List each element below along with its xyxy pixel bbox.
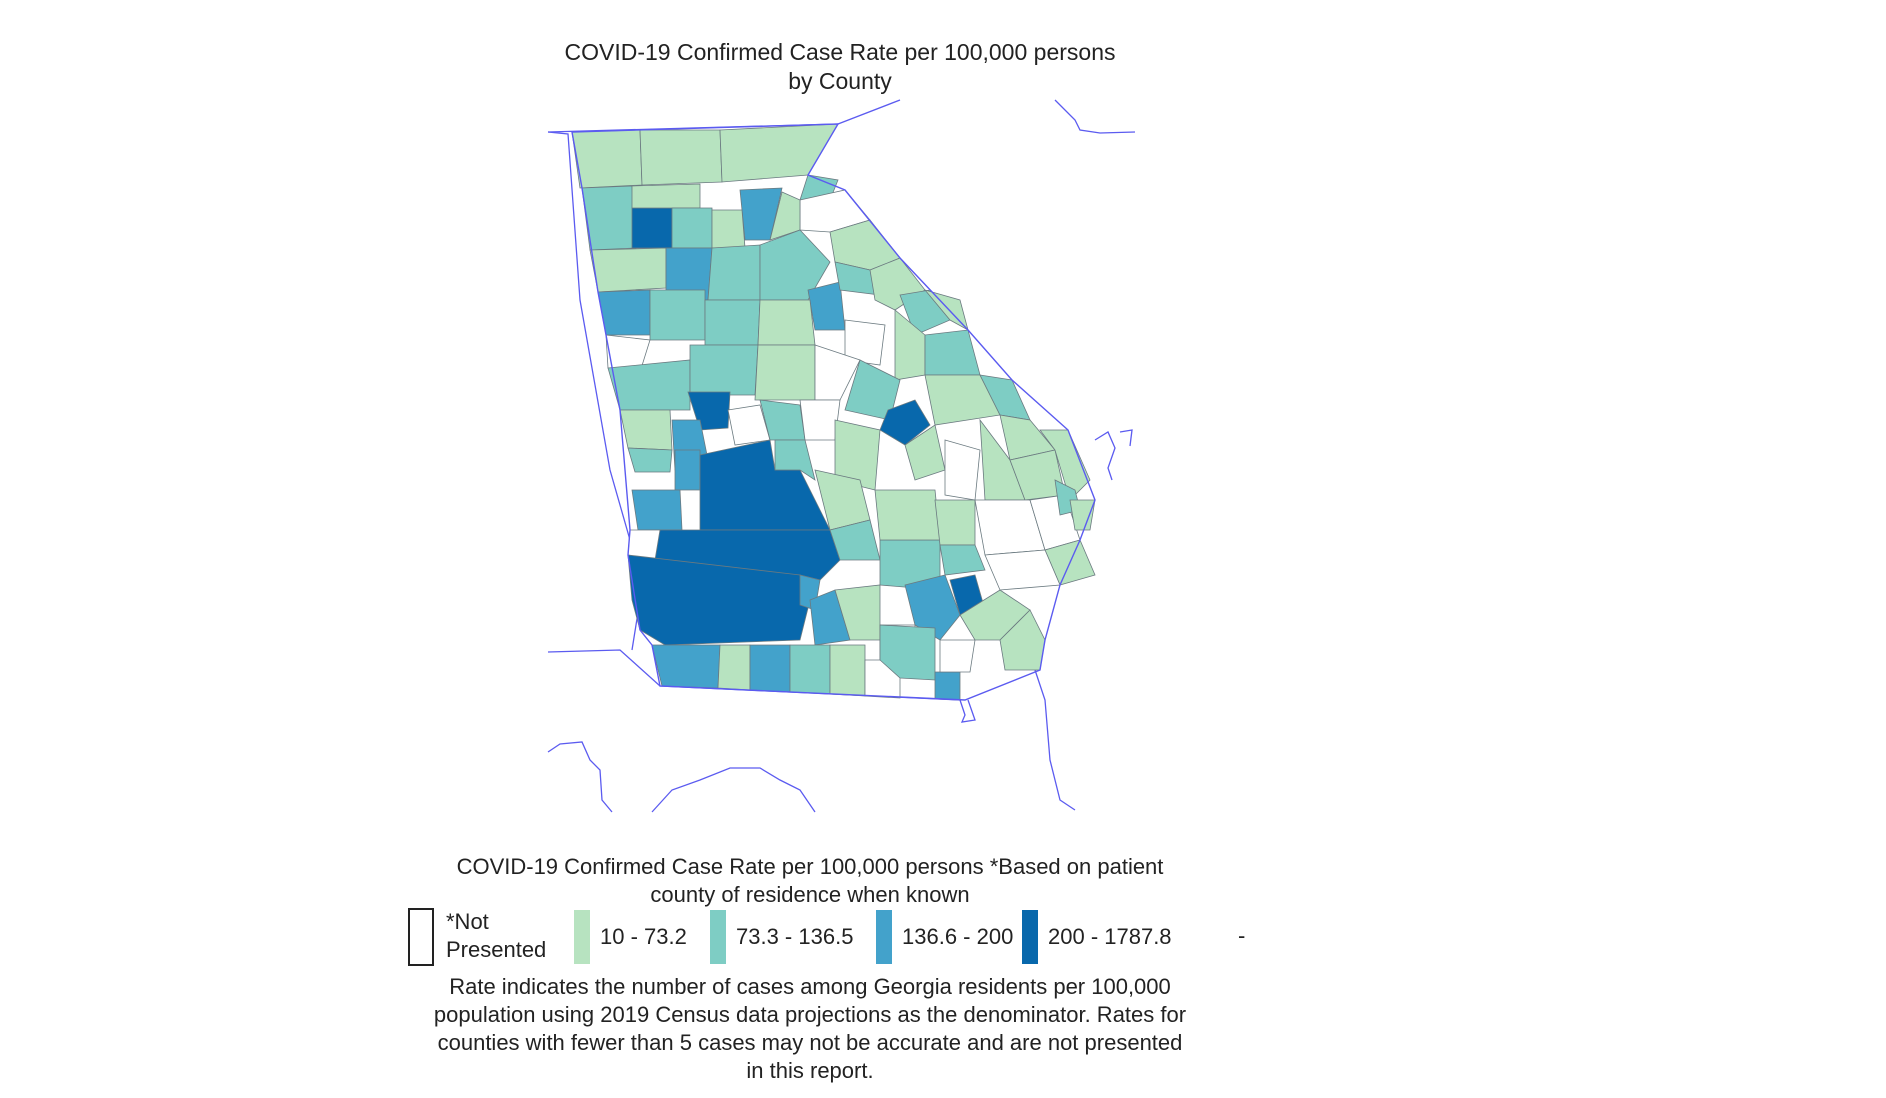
- legend-label-line-1: *Not: [446, 909, 489, 934]
- county-region-wc-7: [879, 399, 931, 446]
- county-region-s-3: [874, 489, 941, 541]
- county-region-n-2: [671, 207, 713, 249]
- georgia-outline: [571, 123, 1096, 701]
- county-region-sw-2: [674, 449, 701, 491]
- county-region-nw-2: [639, 129, 723, 186]
- legend-label-line-2: Presented: [446, 937, 547, 962]
- county-region-c-6: [799, 399, 841, 441]
- county-region-wc-4: [754, 344, 816, 401]
- legend-trailing-dash: -: [1238, 923, 1246, 948]
- fl-st-marys: [959, 699, 976, 723]
- legend-title-line-1: COVID-19 Confirmed Case Rate per 100,000…: [456, 854, 1164, 879]
- county-region-fs-4: [789, 644, 831, 695]
- footnote-line-1: Rate indicates the number of cases among…: [449, 974, 1171, 999]
- legend-swatch-not-presented: [408, 908, 434, 966]
- county-region-fs-8: [934, 671, 961, 701]
- fl-atlantic-coast: [1034, 669, 1076, 811]
- footnote-line-3: counties with fewer than 5 cases may not…: [437, 1030, 1183, 1055]
- fl-west-coast: [547, 741, 613, 813]
- legend-swatch-10-73: [574, 910, 590, 964]
- map-title-line-2: by County: [788, 68, 892, 94]
- county-region-w-5: [807, 281, 846, 331]
- county-region-wc-3: [689, 344, 759, 396]
- legend-title: COVID-19 Confirmed Case Rate per 100,000…: [400, 853, 1220, 909]
- county-region-m-5: [844, 319, 886, 366]
- legend-label-10-73: 10 - 73.2: [600, 924, 687, 949]
- footnote: Rate indicates the number of cases among…: [400, 973, 1220, 1085]
- county-region-s-11: [904, 574, 961, 641]
- county-region-fs-7: [879, 624, 936, 681]
- county-region-w-1: [589, 247, 667, 293]
- county-region-m-1: [597, 289, 651, 336]
- nc-sc-border-north: [837, 99, 901, 125]
- county-region-sw-6: [631, 489, 683, 531]
- county-region-n-4: [711, 209, 746, 249]
- sc-coast-north: [1054, 99, 1136, 134]
- county-region-nw-1: [571, 129, 643, 189]
- county-region-s-4: [934, 499, 976, 546]
- footnote-line-2: population using 2019 Census data projec…: [433, 1002, 1187, 1027]
- county-region-c-1: [619, 409, 673, 451]
- county-region-nw-4: [631, 207, 673, 249]
- county-region-coast-1: [1039, 429, 1091, 501]
- legend: *Not Presented 10 - 73.2 73.3 - 136.5 13…: [400, 908, 1260, 968]
- legend-label-not-presented: *Not Presented: [446, 908, 546, 964]
- legend-label-136-200: 136.6 - 200: [902, 924, 1014, 949]
- legend-label-200-1787: 200 - 1787.8: [1048, 924, 1172, 949]
- county-region-m-7: [924, 329, 981, 376]
- county-region-w-4: [759, 229, 831, 301]
- legend-swatch-200-1787: [1022, 910, 1038, 964]
- map-title: COVID-19 Confirmed Case Rate per 100,000…: [540, 38, 1140, 96]
- county-region-fs-5: [829, 644, 866, 697]
- county-region-sw-1: [627, 447, 673, 473]
- county-region-wc-2: [607, 359, 691, 411]
- county-region-fs-3: [749, 644, 791, 693]
- county-region-m-3: [704, 299, 761, 346]
- legend-swatch-73-136: [710, 910, 726, 964]
- legend-label-73-136: 73.3 - 136.5: [736, 924, 854, 949]
- county-region-sw-3: [699, 439, 831, 531]
- county-region-c-9: [944, 439, 981, 501]
- counties: [571, 123, 1096, 701]
- footnote-line-4: in this report.: [746, 1058, 874, 1083]
- georgia-county-map: [547, 99, 1136, 813]
- county-region-s-6: [939, 544, 986, 576]
- fl-gulf-coast: [651, 767, 816, 813]
- sc-islands: [1094, 429, 1133, 481]
- county-region-fs-2: [717, 644, 751, 691]
- county-region-m-4: [757, 299, 816, 346]
- legend-swatch-136-200: [876, 910, 892, 964]
- legend-title-line-2: county of residence when known: [650, 882, 970, 907]
- county-region-sw-4: [774, 439, 816, 481]
- map-title-line-1: COVID-19 Confirmed Case Rate per 100,000…: [564, 39, 1116, 65]
- county-region-w-3: [707, 244, 761, 301]
- county-region-nw-5: [631, 183, 701, 209]
- county-region-fs-1: [651, 644, 721, 689]
- county-region-coast-3: [1069, 499, 1096, 531]
- county-region-m-2: [649, 289, 706, 341]
- county-region-fs-9: [939, 639, 976, 673]
